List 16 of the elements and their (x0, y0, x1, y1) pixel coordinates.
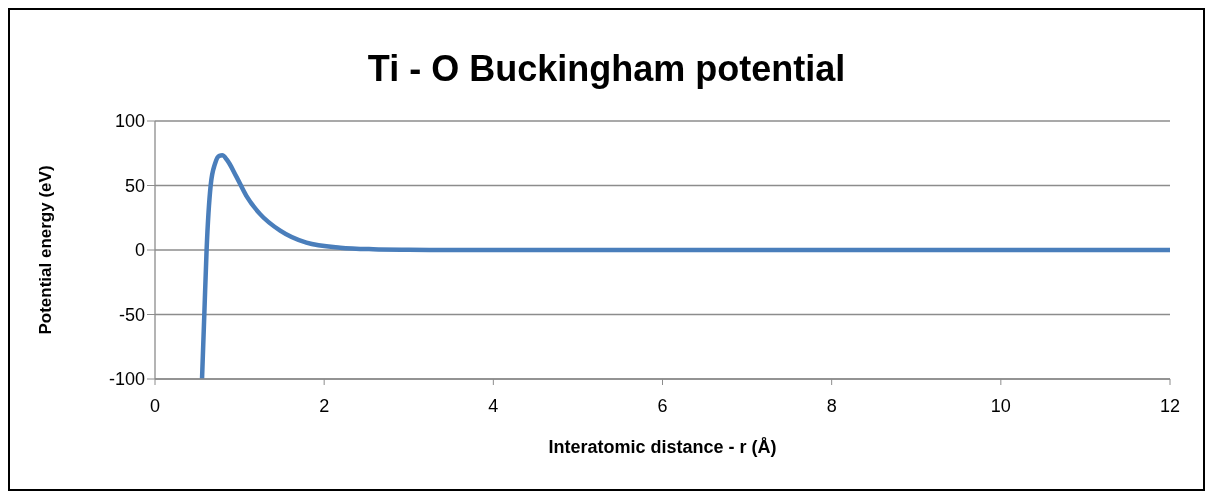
y-tick-label: 0 (134, 240, 145, 261)
line-series (199, 153, 1170, 379)
x-tick-label: 8 (826, 395, 837, 416)
x-tick-label: 2 (319, 395, 330, 416)
x-tick-label: 4 (488, 395, 499, 416)
x-axis-title: Interatomic distance - r (Å) (548, 437, 777, 457)
x-tick-label: 0 (149, 395, 161, 416)
x-tick-label: 6 (657, 395, 668, 416)
y-tick-label: 50 (124, 175, 145, 196)
x-tick-label: 10 (990, 395, 1011, 416)
y-tick-label: -50 (118, 304, 145, 325)
y-tick-label: 100 (114, 111, 145, 132)
x-tick-label: 12 (1159, 395, 1181, 416)
y-axis-title: Potential energy (eV) (36, 165, 56, 335)
chart-title: Ti - O Buckingham potential (366, 48, 847, 90)
y-tick-label: -100 (108, 369, 145, 390)
